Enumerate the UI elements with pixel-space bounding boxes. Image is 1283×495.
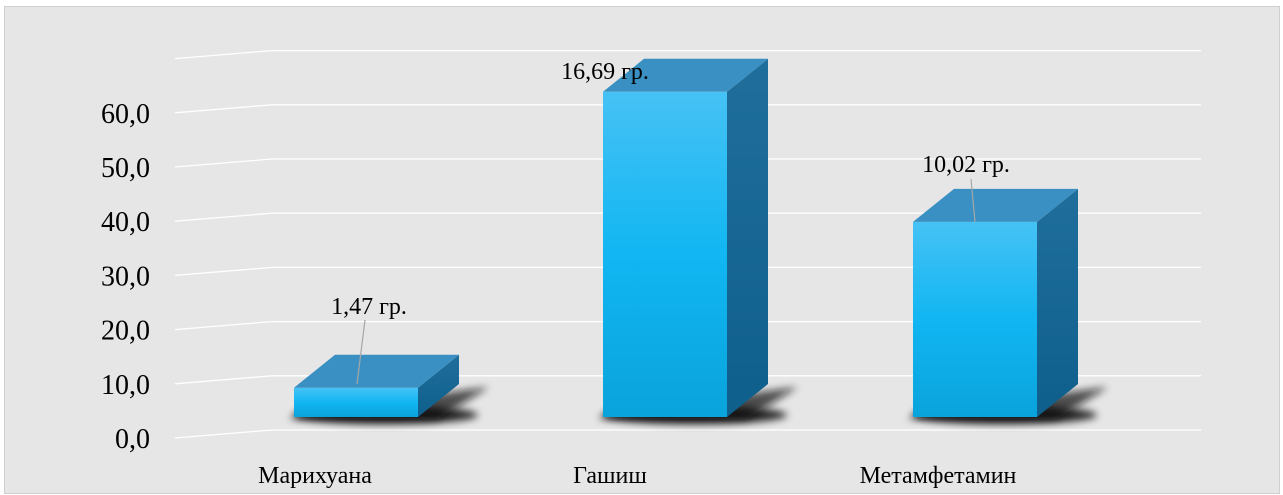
gridline-diagonal [174,104,273,114]
data-label-leader [356,319,366,385]
bar-chart: 0,0 10,0 20,0 30,0 40,0 50,0 60,0 1,47 гр. 16,6… [101,49,1201,489]
data-label-leader [970,178,976,223]
data-label: 10,02 гр. [922,152,1010,178]
bar-front [294,387,418,417]
bar-front [913,221,1037,417]
chart-area: 0,0 10,0 20,0 30,0 40,0 50,0 60,0 1,47 гр. 16,6… [4,6,1280,494]
bar-top [294,354,459,388]
bar-side [727,58,768,418]
data-label: 16,69 гр. [561,59,649,85]
y-tick-label: 0,0 [115,424,150,455]
bar-3 [907,188,1108,424]
category-label: Гашиш [573,463,647,489]
gridline-diagonal [174,49,273,60]
gridline-diagonal [174,266,273,277]
y-tick-label: 60,0 [101,99,150,130]
bar-side [1037,188,1078,417]
y-tick-label: 10,0 [101,370,150,401]
gridline-diagonal [174,320,273,331]
bar-side [418,354,459,417]
bar-front [603,91,727,418]
bar-top [603,58,768,92]
gridline-diagonal [174,212,273,222]
gridline-diagonal [174,375,273,385]
category-label: Марихуана [258,463,372,489]
bar-top [913,188,1078,222]
gridline-diagonal [174,158,273,168]
y-tick-label: 30,0 [101,261,150,292]
gridline-diagonal [174,429,273,439]
category-label: Метамфетамин [860,463,1017,489]
data-label: 1,47 гр. [331,294,407,320]
y-tick-label: 50,0 [101,153,150,184]
y-tick-label: 20,0 [101,316,150,347]
y-tick-label: 40,0 [101,207,150,238]
bar-2 [597,58,798,424]
bar-1 [288,354,489,424]
